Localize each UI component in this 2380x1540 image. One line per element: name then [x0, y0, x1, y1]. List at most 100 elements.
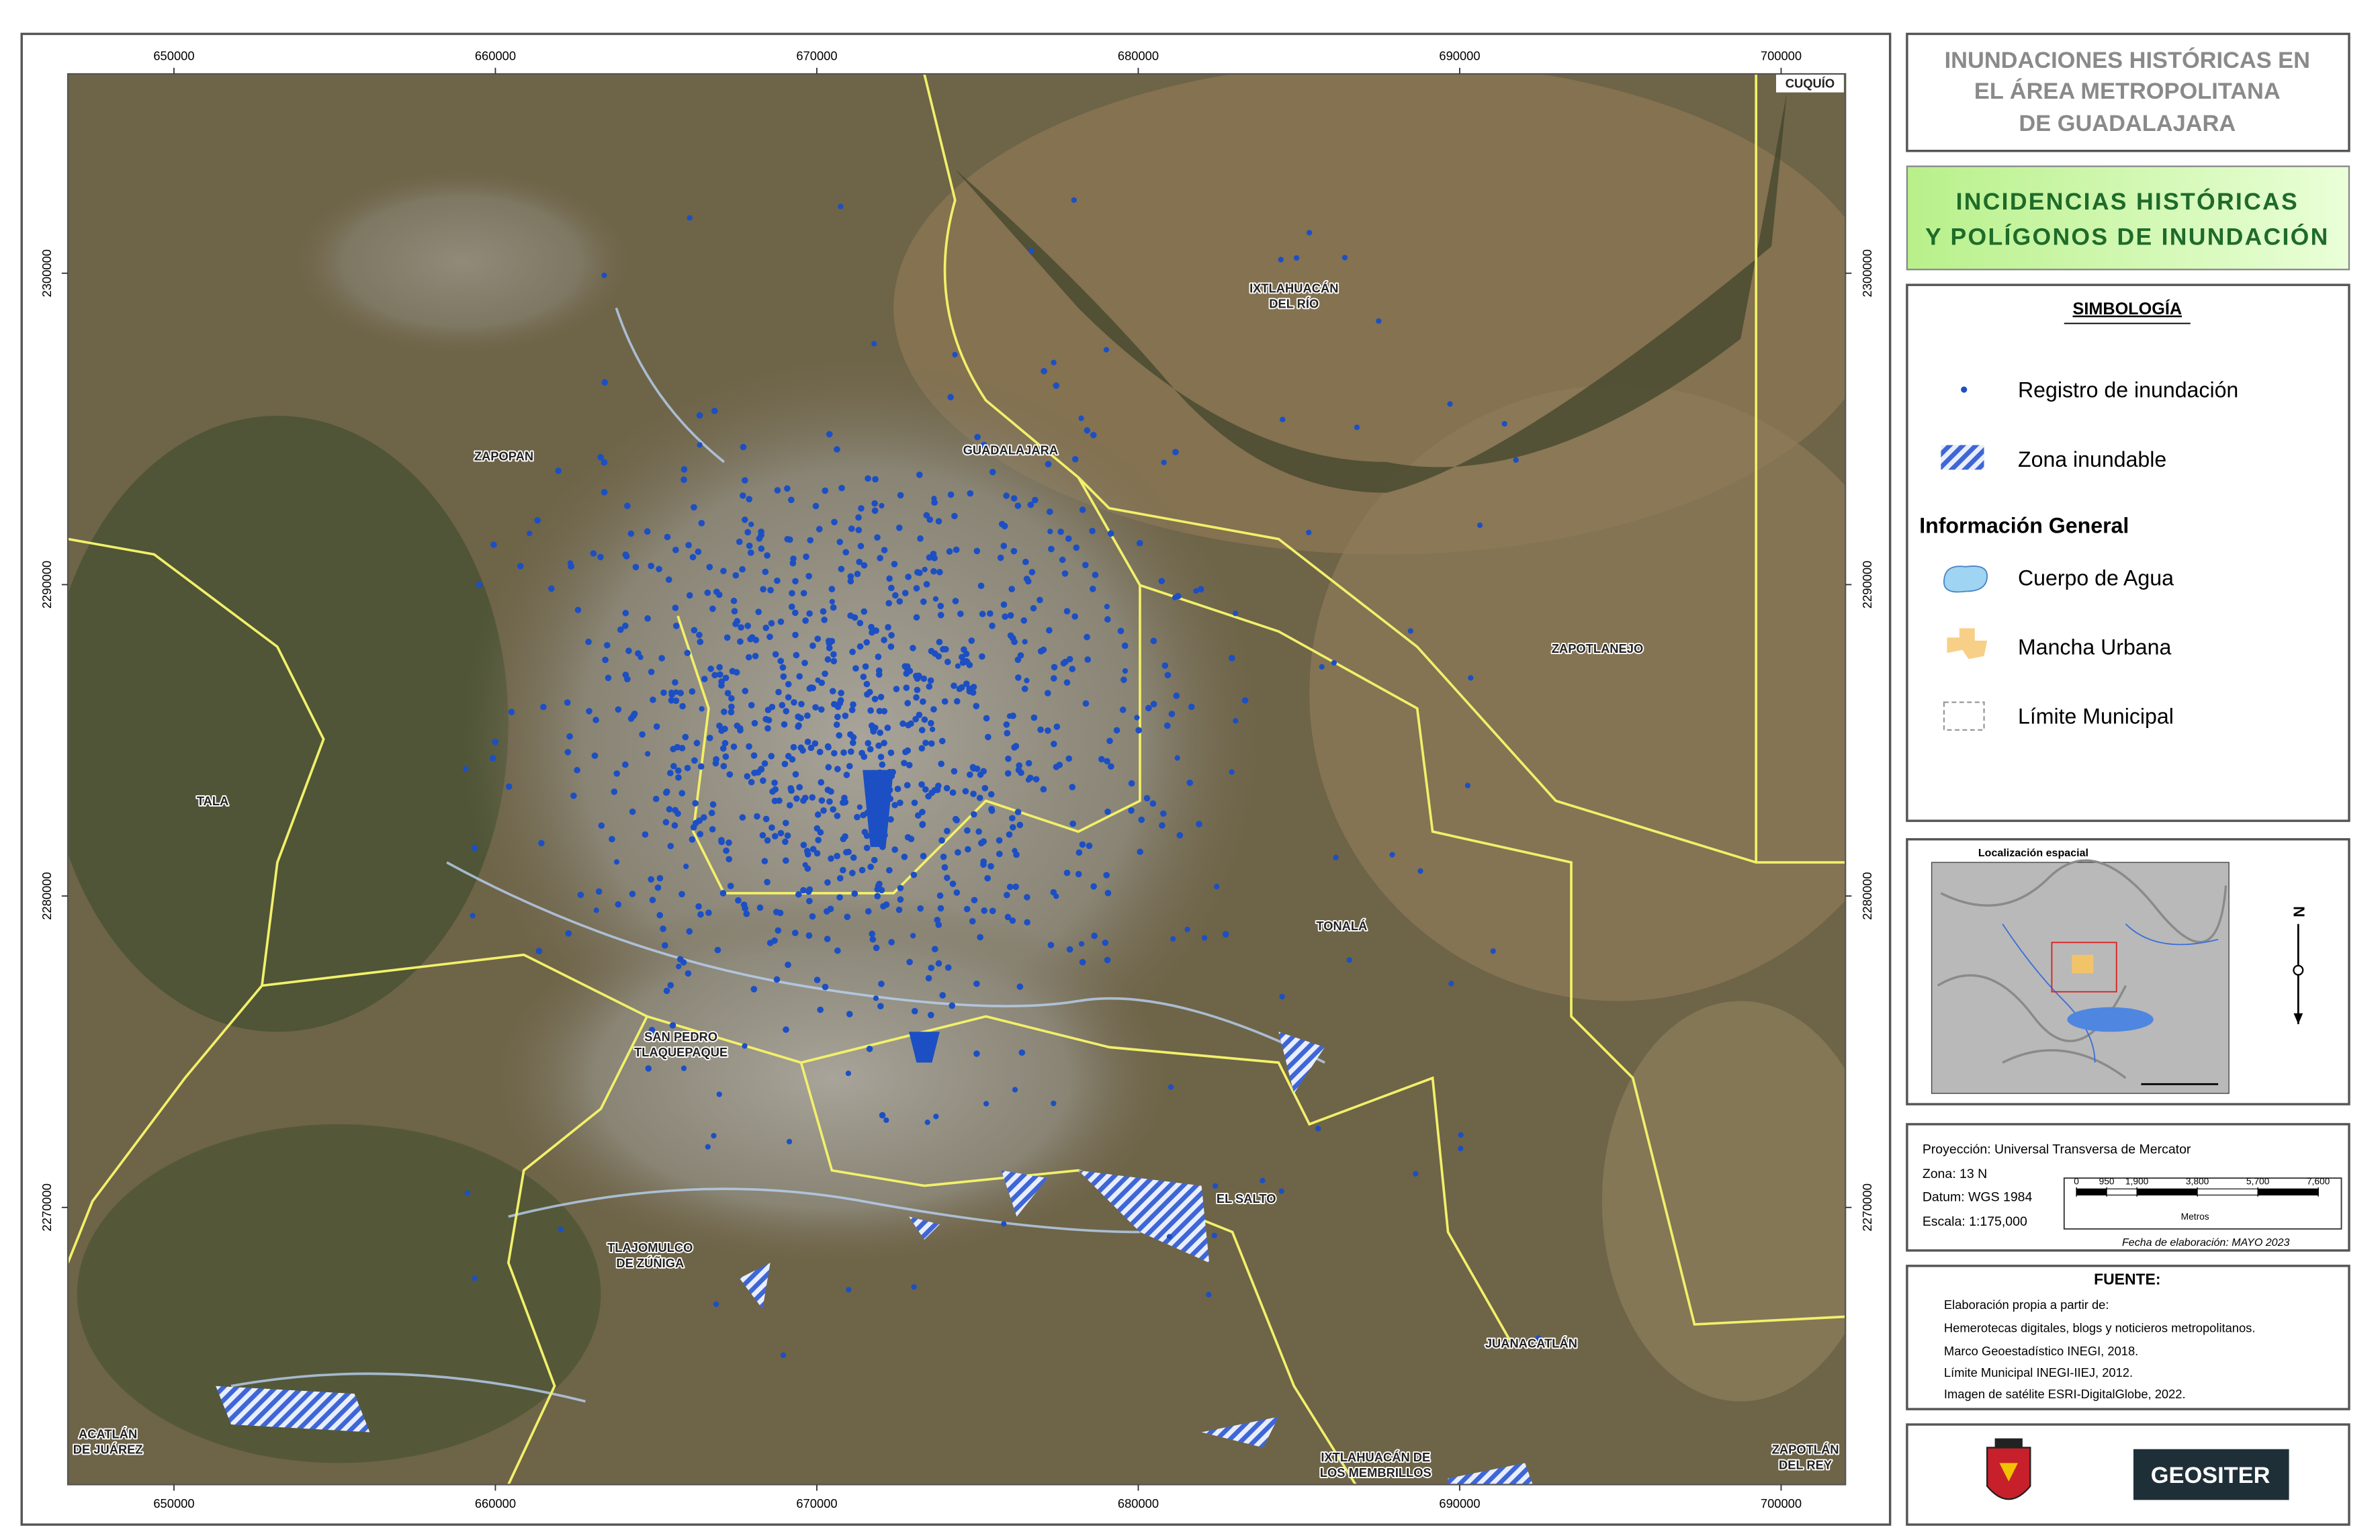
- flood-record-dot: [836, 700, 844, 707]
- y-tick-label: 2290000: [40, 561, 54, 608]
- flood-record-dot: [970, 811, 977, 818]
- flood-record-dot: [1104, 889, 1112, 897]
- flood-record-dot: [742, 1043, 748, 1049]
- flood-record-dot: [786, 536, 793, 543]
- flood-record-dot: [925, 975, 932, 982]
- flood-record-dot: [965, 846, 971, 853]
- flood-record-dot: [534, 516, 541, 524]
- flood-record-dot: [1063, 679, 1071, 686]
- flood-record-dot: [938, 737, 946, 745]
- flood-record-dot: [781, 760, 789, 768]
- flood-record-dot: [976, 795, 983, 801]
- legend-symbol-flood-zone: [1941, 445, 1984, 470]
- flood-record-dot: [963, 650, 970, 658]
- flood-record-dot: [1319, 664, 1325, 670]
- flood-record-dot: [796, 784, 803, 790]
- inset-map: [1931, 862, 2230, 1094]
- flood-record-dot: [1078, 941, 1085, 947]
- flood-record-dot: [786, 802, 793, 809]
- flood-record-dot: [721, 709, 728, 715]
- source-line: Imagen de satélite ESRI-DigitalGlobe, 20…: [1944, 1387, 2186, 1401]
- flood-record-dot: [737, 638, 744, 645]
- flood-record-dot: [1028, 569, 1036, 576]
- flood-record-dot: [760, 777, 766, 784]
- info-line: Zona: 13 N: [1923, 1167, 1987, 1181]
- flood-record-dot: [1051, 1100, 1057, 1107]
- inset-title: Localización espacial: [1978, 847, 2088, 859]
- flood-record-dot: [949, 789, 957, 797]
- place-label: ZAPOTLÁN: [1772, 1443, 1839, 1457]
- flood-record-dot: [1071, 613, 1079, 620]
- flood-record-dot: [1333, 854, 1339, 860]
- flood-record-dot: [728, 695, 735, 702]
- flood-record-dot: [1065, 755, 1073, 762]
- flood-record-dot: [535, 948, 543, 954]
- flood-record-dot: [804, 738, 811, 745]
- flood-record-dot: [981, 907, 987, 914]
- flood-record-dot: [667, 982, 674, 989]
- flood-record-dot: [862, 663, 869, 670]
- flood-record-dot: [654, 884, 662, 891]
- flood-record-dot: [981, 784, 989, 792]
- flood-record-dot: [848, 707, 856, 713]
- geositer-logo: [2133, 1449, 2289, 1500]
- flood-record-dot: [1050, 740, 1057, 748]
- flood-record-dot: [1120, 676, 1127, 683]
- place-label: IXTLAHUACÁN: [1249, 281, 1338, 296]
- place-label: ACATLÁN: [79, 1427, 137, 1441]
- flood-record-dot: [836, 539, 844, 545]
- flood-record-dot: [820, 807, 827, 814]
- flood-record-dot: [1113, 727, 1120, 734]
- flood-record-dot: [764, 725, 771, 732]
- flood-record-dot: [706, 563, 713, 571]
- place-label: LOS MEMBRILLOS: [1320, 1465, 1431, 1480]
- flood-record-dot: [983, 1101, 989, 1107]
- flood-record-dot: [1090, 431, 1097, 439]
- flood-record-dot: [869, 930, 876, 938]
- flood-record-dot: [645, 751, 651, 757]
- flood-record-dot: [648, 1244, 655, 1250]
- flood-record-dot: [1004, 891, 1010, 899]
- flood-record-dot: [838, 203, 844, 210]
- flood-record-dot: [772, 651, 779, 658]
- flood-record-dot: [828, 586, 836, 592]
- flood-record-dot: [886, 866, 893, 874]
- flood-record-dot: [800, 887, 807, 894]
- scale-segment: [2257, 1188, 2319, 1195]
- flood-record-dot: [829, 688, 836, 694]
- flood-record-dot: [901, 663, 909, 670]
- flood-record-dot: [963, 680, 970, 687]
- scale-tick-label: 0: [2074, 1176, 2079, 1186]
- flood-record-dot: [873, 944, 880, 952]
- flood-record-dot: [692, 800, 699, 807]
- place-label: TALA: [197, 794, 229, 808]
- flood-record-dot: [750, 985, 758, 993]
- flood-record-dot: [722, 753, 730, 760]
- flood-record-dot: [824, 936, 831, 942]
- x-tick-label: 670000: [796, 48, 837, 62]
- flood-record-dot: [847, 573, 854, 580]
- flood-record-dot: [973, 703, 980, 710]
- flood-record-dot: [1046, 627, 1053, 634]
- flood-record-dot: [1091, 932, 1098, 940]
- flood-record-dot: [854, 813, 861, 821]
- flood-record-dot: [795, 723, 801, 730]
- flood-record-dot: [871, 341, 877, 347]
- flood-record-dot: [1331, 660, 1337, 666]
- flood-record-dot: [566, 733, 573, 740]
- flood-record-dot: [830, 806, 837, 813]
- flood-record-dot: [926, 683, 933, 690]
- flood-record-dot: [783, 819, 789, 827]
- flood-record-dot: [648, 876, 654, 883]
- flood-record-dot: [922, 786, 929, 793]
- flood-record-dot: [558, 1226, 564, 1232]
- flood-record-dot: [815, 677, 821, 683]
- flood-record-dot: [671, 822, 678, 829]
- flood-record-dot: [752, 653, 759, 660]
- flood-record-dot: [1501, 420, 1507, 427]
- flood-record-dot: [973, 980, 980, 987]
- flood-record-dot: [678, 891, 685, 898]
- flood-record-dot: [715, 591, 723, 598]
- flood-record-dot: [739, 814, 746, 821]
